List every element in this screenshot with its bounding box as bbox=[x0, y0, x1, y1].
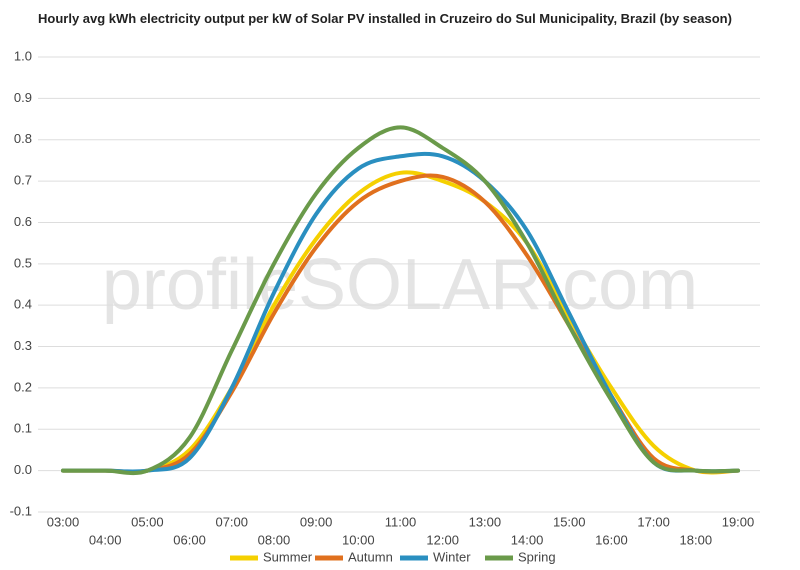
x-tick-label: 13:00 bbox=[469, 514, 502, 529]
legend-label: Spring bbox=[518, 549, 556, 564]
x-tick-label: 19:00 bbox=[722, 514, 755, 529]
y-tick-label: 0.5 bbox=[14, 255, 32, 270]
y-tick-label: 0.8 bbox=[14, 131, 32, 146]
series-line bbox=[61, 170, 740, 475]
x-tick-label: 03:00 bbox=[47, 514, 80, 529]
x-tick-label: 14:00 bbox=[511, 532, 544, 547]
legend-label: Summer bbox=[263, 549, 313, 564]
x-tick-label: 18:00 bbox=[680, 532, 713, 547]
y-tick-label: 0.6 bbox=[14, 214, 32, 229]
y-tick-label: 1.0 bbox=[14, 48, 32, 63]
x-tick-label: 07:00 bbox=[215, 514, 248, 529]
y-tick-label: 0.4 bbox=[14, 297, 32, 312]
x-tick-label: 17:00 bbox=[637, 514, 670, 529]
y-tick-label: 0.1 bbox=[14, 421, 32, 436]
x-tick-label: 09:00 bbox=[300, 514, 333, 529]
x-tick-label: 05:00 bbox=[131, 514, 164, 529]
x-tick-label: 06:00 bbox=[173, 532, 206, 547]
legend-label: Autumn bbox=[348, 549, 393, 564]
x-tick-label: 10:00 bbox=[342, 532, 375, 547]
y-tick-label: -0.1 bbox=[10, 503, 32, 518]
legend: Summer Autumn Winter Spring bbox=[230, 549, 556, 564]
x-tick-label: 11:00 bbox=[385, 514, 417, 529]
legend-label: Winter bbox=[433, 549, 471, 564]
y-tick-label: 0.3 bbox=[14, 338, 32, 353]
x-tick-label: 04:00 bbox=[89, 532, 122, 547]
x-tick-label: 12:00 bbox=[426, 532, 459, 547]
series-line bbox=[61, 125, 740, 476]
x-tick-label: 08:00 bbox=[258, 532, 291, 547]
y-tick-label: 0.9 bbox=[14, 90, 32, 105]
chart-title: Hourly avg kWh electricity output per kW… bbox=[38, 11, 732, 26]
y-tick-label: 0.2 bbox=[14, 379, 32, 394]
y-tick-label: 0.7 bbox=[14, 173, 32, 188]
y-tick-label: 0.0 bbox=[14, 462, 32, 477]
x-tick-label: 16:00 bbox=[595, 532, 628, 547]
x-tick-label: 15:00 bbox=[553, 514, 586, 529]
watermark: profileSOLAR.com bbox=[102, 245, 698, 325]
